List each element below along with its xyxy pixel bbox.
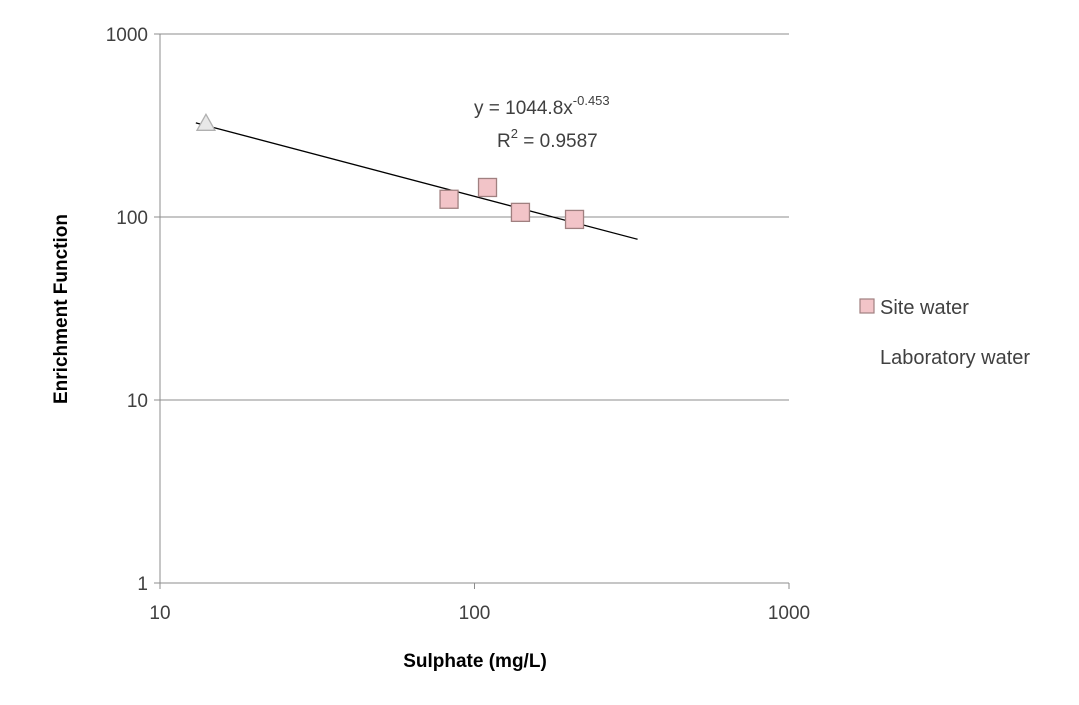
x-tick-label-1000: 1000 <box>768 603 810 624</box>
y-tick-labels: 1 10 100 1000 <box>106 25 148 595</box>
data-point-site-water-1 <box>477 177 498 198</box>
trendline-equation: y = 1044.8x-0.453 <box>474 93 610 119</box>
legend: Site water Laboratory water <box>859 297 1030 369</box>
y-tick-label-1000: 1000 <box>106 25 148 46</box>
axes <box>154 33 790 589</box>
data-point-site-water-2 <box>510 202 531 223</box>
x-tick-label-100: 100 <box>459 603 491 624</box>
x-tick-label-10: 10 <box>149 603 170 624</box>
trendline-group <box>195 122 638 240</box>
trendline <box>195 122 638 240</box>
x-axis-title: Sulphate (mg/L) <box>403 651 547 672</box>
legend-label-site-water: Site water <box>880 297 969 319</box>
data-points <box>195 112 585 230</box>
y-tick-label-100: 100 <box>116 208 148 229</box>
data-point-site-water-3 <box>564 209 585 230</box>
data-point-laboratory-water-0 <box>195 112 217 131</box>
x-tick-labels: 10 100 1000 <box>149 603 810 624</box>
gridlines <box>160 33 789 401</box>
y-tick-label-1: 1 <box>137 574 148 595</box>
legend-marker-site-water <box>859 298 875 314</box>
y-axis-title: Enrichment Function <box>51 214 72 404</box>
r-squared-label: R2 = 0.9587 <box>497 126 598 152</box>
legend-label-laboratory-water: Laboratory water <box>880 347 1030 369</box>
y-tick-label-10: 10 <box>127 391 148 412</box>
data-point-site-water-0 <box>439 189 459 209</box>
